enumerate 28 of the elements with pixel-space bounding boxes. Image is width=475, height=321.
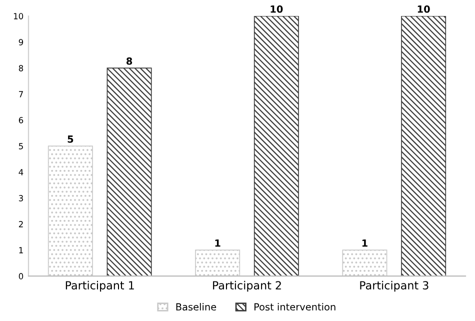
- data-label: 1: [215, 240, 220, 247]
- y-tick-label: 0: [18, 273, 24, 280]
- legend-label: Baseline: [176, 303, 216, 311]
- y-tick-label: 10: [14, 13, 24, 20]
- y-tick-label: 7: [19, 91, 23, 98]
- data-label: 10: [270, 5, 283, 13]
- bar: [48, 146, 93, 276]
- bar: [342, 250, 388, 276]
- x-tick-label: Participant 3: [360, 280, 428, 292]
- y-tick-label: 1: [19, 247, 23, 254]
- x-tick-label: Participant 2: [213, 280, 281, 292]
- x-tick-label: Participant 1: [66, 280, 134, 292]
- y-tick-label: 8: [18, 65, 24, 72]
- y-tick-label: 4: [18, 169, 24, 176]
- bar: [401, 16, 446, 276]
- legend-label: Post intervention: [254, 303, 336, 311]
- data-label: 10: [418, 5, 430, 13]
- data-label: 5: [68, 136, 74, 143]
- data-label: 8: [126, 57, 132, 65]
- bar: [195, 250, 240, 276]
- data-label: 1: [362, 240, 368, 247]
- bar: [106, 68, 152, 276]
- y-tick-label: 3: [18, 195, 23, 202]
- y-tick-label: 6: [18, 117, 24, 124]
- y-tick-label: 5: [18, 143, 23, 150]
- y-tick-label: 2: [18, 221, 23, 228]
- y-tick-label: 9: [18, 39, 24, 46]
- bar: [254, 16, 299, 276]
